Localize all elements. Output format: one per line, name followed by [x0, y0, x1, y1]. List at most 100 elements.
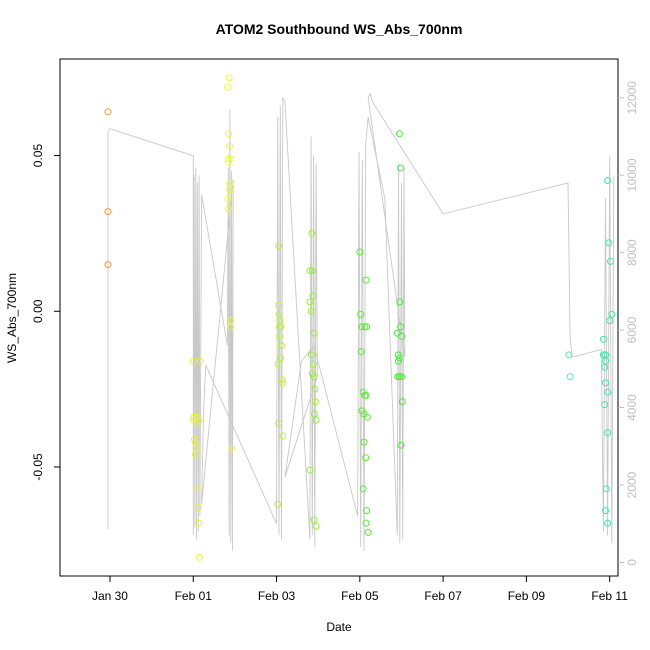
- y-tick-label: -0.05: [31, 453, 45, 481]
- data-point: [602, 379, 609, 387]
- data-point: [359, 485, 367, 493]
- data-point: [274, 500, 282, 508]
- data-point: [223, 83, 231, 91]
- data-point: [225, 158, 233, 166]
- y2-tick-label: 2000: [625, 471, 639, 498]
- data-point: [605, 239, 613, 247]
- data-point: [394, 373, 402, 381]
- data-point: [277, 354, 285, 362]
- data-point: [196, 357, 204, 365]
- y2-axis: 0 2000 4000 6000 8000 10000 12000: [618, 81, 639, 566]
- data-point: [599, 351, 607, 359]
- data-point: [306, 267, 314, 275]
- data-point: [599, 335, 607, 343]
- data-point: [310, 329, 318, 337]
- data-point: [608, 310, 616, 318]
- data-point: [358, 323, 366, 331]
- data-point: [306, 298, 314, 306]
- data-point: [308, 351, 315, 359]
- data-point: [607, 257, 614, 265]
- data-point: [196, 553, 203, 561]
- data-point: [357, 348, 365, 356]
- data-point: [308, 267, 316, 275]
- data-point: [311, 385, 319, 393]
- data-point: [565, 351, 573, 359]
- data-point: [362, 391, 370, 399]
- data-point: [226, 186, 233, 194]
- data-point: [275, 419, 283, 427]
- data-point: [228, 444, 236, 452]
- data-point: [602, 507, 609, 515]
- y2-tick-label: 6000: [625, 316, 639, 343]
- data-point: [601, 401, 609, 409]
- y2-tick-label: 12000: [625, 81, 639, 115]
- data-point: [309, 292, 317, 300]
- y-tick-label: 0.00: [31, 299, 45, 323]
- data-point: [191, 451, 199, 458]
- data-point: [604, 519, 612, 527]
- data-point: [189, 357, 197, 365]
- y2-tick-label: 4000: [625, 394, 639, 421]
- data-point: [279, 432, 287, 440]
- data-point: [360, 438, 368, 446]
- x-tick-label: Feb 09: [508, 589, 546, 603]
- data-point: [275, 301, 283, 309]
- data-point: [309, 360, 317, 368]
- data-point: [602, 357, 609, 365]
- x-axis-label: Date: [326, 620, 352, 634]
- data-point: [606, 317, 614, 325]
- data-point: [308, 229, 316, 237]
- x-tick-label: Feb 11: [591, 589, 628, 603]
- data-point: [275, 242, 283, 250]
- data-point: [364, 528, 372, 536]
- data-point: [398, 332, 405, 340]
- data-point: [363, 507, 370, 515]
- data-point: [601, 363, 609, 371]
- data-point: [357, 310, 365, 318]
- data-point: [274, 360, 282, 368]
- data-point: [224, 205, 232, 212]
- data-point: [310, 373, 318, 381]
- data-point: [395, 130, 403, 138]
- data-point: [395, 357, 402, 365]
- data-point: [277, 323, 285, 331]
- data-point: [566, 373, 574, 381]
- data-point: [195, 416, 203, 424]
- data-point: [602, 485, 610, 493]
- data-point: [362, 454, 370, 462]
- data-point: [362, 519, 370, 527]
- data-point: [194, 504, 202, 511]
- x-tick-label: Feb 05: [341, 589, 379, 603]
- x-tick-label: Feb 03: [258, 589, 296, 603]
- data-point: [397, 323, 405, 331]
- data-point: [363, 323, 370, 331]
- data-point: [397, 164, 405, 172]
- data-point: [191, 435, 198, 443]
- data-point: [190, 413, 198, 421]
- y-tick-label: 0.05: [31, 144, 45, 168]
- data-point: [278, 342, 285, 349]
- data-point: [310, 516, 318, 524]
- data-point: [227, 323, 235, 331]
- y2-tick-label: 0: [625, 559, 639, 566]
- data-point: [224, 195, 232, 203]
- data-point: [397, 441, 405, 449]
- data-point: [362, 276, 370, 284]
- y2-tick-label: 10000: [625, 158, 639, 192]
- data-point: [104, 261, 112, 269]
- data-point: [195, 519, 203, 527]
- data-point: [104, 108, 112, 116]
- data-point: [398, 398, 406, 406]
- data-point: [398, 373, 405, 381]
- data-point: [604, 388, 612, 396]
- data-point: [278, 379, 286, 387]
- y-axis: -0.05 0.00 0.05: [31, 144, 60, 481]
- data-point: [310, 410, 318, 418]
- data-point: [307, 307, 315, 315]
- data-point: [306, 466, 314, 474]
- data-point: [395, 354, 403, 362]
- data-point: [311, 398, 319, 406]
- x-axis: Jan 30 Feb 01 Feb 03 Feb 05 Feb 07 Feb 09 Feb …: [92, 576, 628, 603]
- data-point: [312, 522, 320, 530]
